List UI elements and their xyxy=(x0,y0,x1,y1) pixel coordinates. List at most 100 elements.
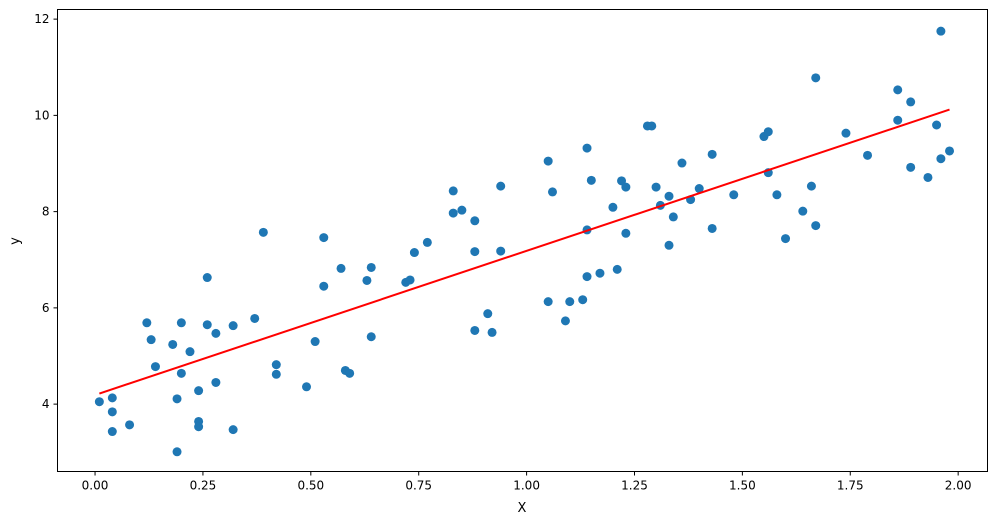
data-point xyxy=(496,181,506,191)
y-tick-label: 8 xyxy=(42,205,50,219)
x-tick-label: 1.00 xyxy=(513,479,540,493)
data-point xyxy=(142,318,152,328)
x-tick-label: 0.50 xyxy=(297,479,324,493)
data-point xyxy=(664,240,674,250)
plot-area xyxy=(94,26,955,457)
data-point xyxy=(811,73,821,83)
y-tick-label: 10 xyxy=(34,108,49,122)
data-point xyxy=(621,182,631,192)
data-point xyxy=(422,237,432,247)
data-point xyxy=(319,281,329,291)
data-point xyxy=(310,337,320,347)
x-axis-label: X xyxy=(518,501,527,516)
data-point xyxy=(496,246,506,256)
x-tick-label: 1.50 xyxy=(729,479,756,493)
data-point xyxy=(608,202,618,212)
data-point xyxy=(302,382,312,392)
data-point xyxy=(923,172,933,182)
data-point xyxy=(409,248,419,258)
data-point xyxy=(448,186,458,196)
x-tick-label: 2.00 xyxy=(945,479,972,493)
x-axis-ticks: 0.00 0.25 0.50 0.75 1.00 1.25 1.50 1.75 2.00 xyxy=(82,471,972,493)
data-point xyxy=(772,190,782,200)
data-point xyxy=(560,316,570,326)
data-point xyxy=(125,420,135,430)
data-point xyxy=(945,146,955,156)
data-point xyxy=(893,85,903,95)
data-point xyxy=(543,297,553,307)
data-point xyxy=(319,233,329,243)
data-point xyxy=(893,115,903,125)
data-point xyxy=(694,184,704,194)
data-point xyxy=(172,447,182,457)
data-point xyxy=(228,425,238,435)
data-point xyxy=(250,313,260,323)
data-point xyxy=(168,339,178,349)
data-point xyxy=(172,394,182,404)
x-tick-label: 0.00 xyxy=(82,479,109,493)
data-point xyxy=(707,223,717,233)
data-point xyxy=(586,175,596,185)
y-tick-label: 12 xyxy=(34,12,49,26)
data-point xyxy=(194,386,204,396)
data-point xyxy=(345,368,355,378)
data-point xyxy=(582,272,592,282)
data-point xyxy=(336,263,346,273)
data-point xyxy=(621,228,631,238)
data-point xyxy=(863,150,873,160)
data-point xyxy=(470,216,480,226)
data-point xyxy=(647,121,657,131)
data-point xyxy=(202,273,212,283)
data-point xyxy=(547,187,557,197)
data-point xyxy=(366,332,376,342)
y-tick-label: 4 xyxy=(42,397,50,411)
y-tick-label: 6 xyxy=(42,301,50,315)
plot-frame xyxy=(57,9,988,472)
data-point xyxy=(932,120,942,130)
data-point xyxy=(763,127,773,137)
data-point xyxy=(565,297,575,307)
data-point xyxy=(906,162,916,172)
data-point xyxy=(258,227,268,237)
data-point xyxy=(271,369,281,379)
data-point xyxy=(211,328,221,338)
data-point xyxy=(664,191,674,201)
data-point xyxy=(271,360,281,370)
data-point xyxy=(176,368,186,378)
data-point xyxy=(677,158,687,168)
data-point xyxy=(107,393,117,403)
x-tick-label: 1.25 xyxy=(621,479,648,493)
data-point xyxy=(150,362,160,372)
data-point xyxy=(176,318,186,328)
data-point xyxy=(781,234,791,244)
data-point xyxy=(668,212,678,222)
data-point xyxy=(366,262,376,272)
fit-line xyxy=(99,108,950,395)
data-point xyxy=(107,407,117,417)
x-tick-label: 0.25 xyxy=(190,479,217,493)
y-axis-label: y xyxy=(8,237,23,245)
data-point xyxy=(470,325,480,335)
y-axis-ticks: 4 6 8 10 12 xyxy=(34,12,58,411)
data-point xyxy=(107,427,117,437)
data-point xyxy=(202,320,212,330)
data-point xyxy=(487,327,497,337)
data-point xyxy=(936,154,946,164)
data-point xyxy=(211,377,221,387)
data-point xyxy=(729,190,739,200)
data-point xyxy=(798,206,808,216)
data-point xyxy=(448,208,458,218)
data-point xyxy=(94,397,104,407)
data-point xyxy=(811,221,821,231)
data-point xyxy=(578,295,588,305)
data-point xyxy=(362,275,372,285)
data-point xyxy=(543,156,553,166)
data-point xyxy=(457,205,467,215)
data-point xyxy=(483,309,493,319)
data-point xyxy=(612,264,622,274)
data-point xyxy=(582,143,592,153)
data-point xyxy=(617,176,627,186)
data-point xyxy=(707,149,717,159)
data-point xyxy=(806,181,816,191)
